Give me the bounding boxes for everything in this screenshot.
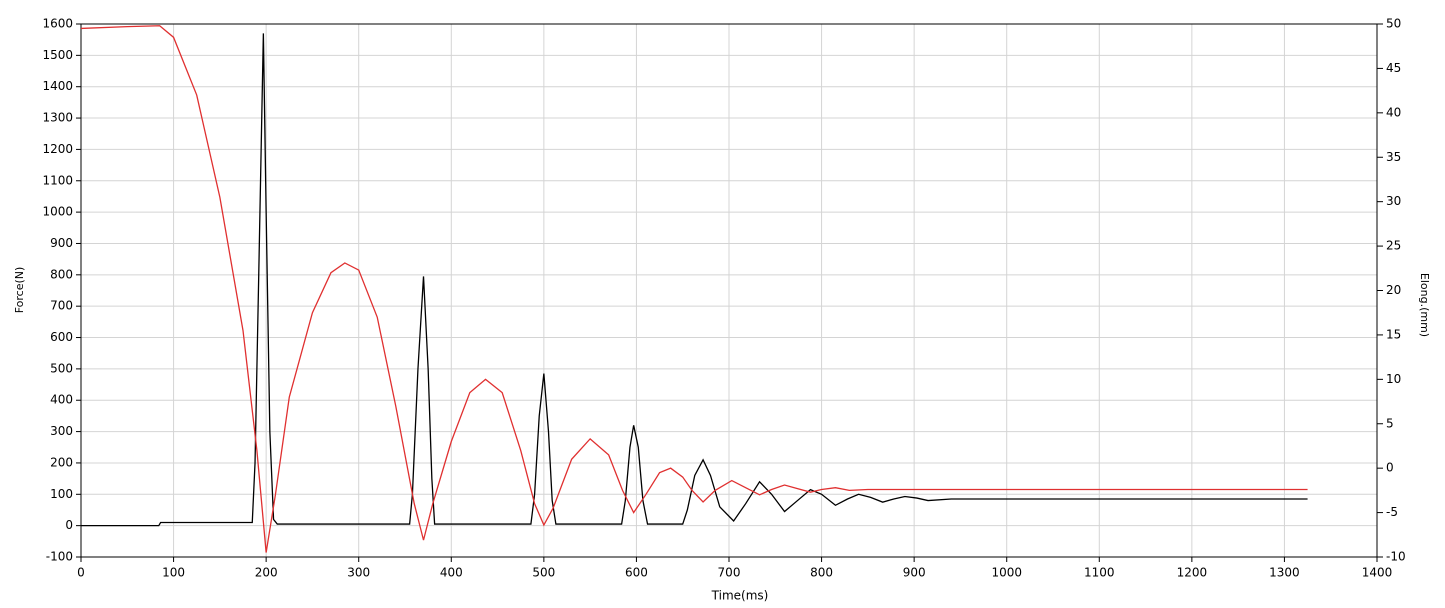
y-tick-label: 1000	[42, 205, 73, 219]
y-tick-label: 400	[50, 393, 73, 407]
y2-tick-label: 30	[1386, 194, 1401, 208]
y-tick-label: 800	[50, 267, 73, 281]
x-tick-label: 1200	[1177, 566, 1208, 580]
x-tick-label: 1300	[1269, 566, 1300, 580]
y2-tick-label: -5	[1386, 505, 1398, 519]
data-line	[80, 25, 1308, 553]
x-tick-label: 1100	[1084, 566, 1115, 580]
plot-frame	[80, 23, 1378, 558]
y-tick-label: 0	[65, 518, 73, 532]
x-tick-label: 100	[162, 566, 185, 580]
y-tick-label: 100	[50, 487, 73, 501]
x-tick-label: 600	[625, 566, 648, 580]
y-axis-label: Force(N)	[13, 267, 26, 314]
y2-tick-label: 50	[1386, 17, 1401, 31]
y2-tick-label: 40	[1386, 105, 1401, 119]
y-tick-label: 200	[50, 455, 73, 469]
y-tick-label: 1300	[42, 111, 73, 125]
y-tick-label: 600	[50, 330, 73, 344]
y2-tick-label: 15	[1386, 327, 1401, 341]
y-tick-label: 900	[50, 236, 73, 250]
y-tick-label: 1500	[42, 48, 73, 62]
x-axis-label: Time(ms)	[711, 589, 769, 603]
y-tick-label: 500	[50, 361, 73, 375]
y-tick-label: 300	[50, 424, 73, 438]
y2-tick-label: 25	[1386, 239, 1401, 253]
y2-axis-label: Elong.(mm)	[1418, 273, 1431, 337]
x-tick-label: 1000	[991, 566, 1022, 580]
y2-tick-label: 10	[1386, 372, 1401, 386]
y-tick-label: 700	[50, 299, 73, 313]
x-tick-label: 400	[440, 566, 463, 580]
x-tick-label: 700	[718, 566, 741, 580]
y2-tick-label: 20	[1386, 283, 1401, 297]
x-tick-label: 900	[903, 566, 926, 580]
x-tick-label: 500	[532, 566, 555, 580]
x-tick-label: 200	[255, 566, 278, 580]
y2-tick-label: 35	[1386, 150, 1401, 164]
x-tick-label: 1400	[1362, 566, 1393, 580]
y2-tick-label: 0	[1386, 461, 1394, 475]
x-tick-label: 800	[810, 566, 833, 580]
x-tick-label: 0	[77, 566, 85, 580]
y-tick-label: -100	[46, 550, 73, 564]
y2-tick-label: -10	[1386, 550, 1406, 564]
y-tick-label: 1200	[42, 142, 73, 156]
data-line	[81, 33, 1308, 527]
y-tick-label: 1100	[42, 173, 73, 187]
y2-tick-label: 5	[1386, 416, 1394, 430]
x-tick-label: 300	[347, 566, 370, 580]
y-tick-label: 1600	[42, 17, 73, 31]
y2-tick-label: 45	[1386, 61, 1401, 75]
y-tick-label: 1400	[42, 79, 73, 93]
